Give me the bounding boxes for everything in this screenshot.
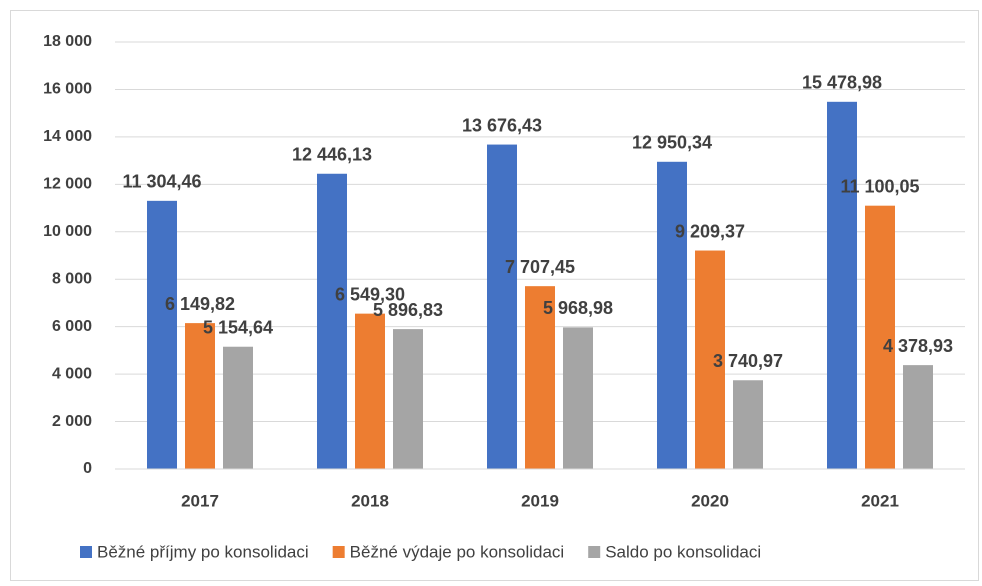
bar bbox=[147, 200, 177, 470]
y-tick-label: 10 000 bbox=[43, 223, 92, 240]
data-label: 11 100,05 bbox=[840, 176, 919, 196]
bar bbox=[733, 380, 763, 469]
bar bbox=[525, 286, 555, 469]
bar bbox=[393, 329, 423, 469]
y-tick-label: 12 000 bbox=[43, 176, 92, 193]
legend-swatch bbox=[332, 546, 345, 558]
bar bbox=[865, 205, 895, 470]
y-tick-label: 4 000 bbox=[52, 365, 92, 382]
bar bbox=[695, 250, 725, 469]
bar bbox=[185, 323, 215, 469]
y-tick-label: 16 000 bbox=[43, 81, 92, 98]
x-tick-label: 2018 bbox=[351, 491, 389, 510]
legend-swatch bbox=[80, 546, 92, 558]
data-label: 5 968,98 bbox=[543, 298, 613, 318]
y-tick-label: 6 000 bbox=[52, 318, 92, 335]
legend-label: Běžné příjmy po konsolidaci bbox=[97, 542, 309, 561]
bar bbox=[317, 173, 347, 470]
y-tick-label: 14 000 bbox=[43, 128, 92, 145]
data-label: 4 378,93 bbox=[883, 336, 953, 356]
data-label: 15 478,98 bbox=[802, 73, 882, 93]
bar bbox=[487, 144, 517, 469]
bar bbox=[223, 346, 253, 469]
x-tick-label: 2017 bbox=[181, 491, 219, 510]
data-label: 7 707,45 bbox=[505, 257, 575, 277]
data-label: 6 549,30 bbox=[335, 284, 405, 304]
data-label: 12 950,34 bbox=[632, 133, 712, 153]
data-label: 12 446,13 bbox=[292, 145, 372, 165]
bar bbox=[657, 161, 687, 469]
data-label: 6 149,82 bbox=[165, 294, 235, 314]
legend-label: Saldo po konsolidaci bbox=[605, 542, 761, 561]
x-tick-label: 2019 bbox=[521, 491, 559, 510]
data-label: 3 740,97 bbox=[713, 351, 783, 371]
data-label: 11 304,46 bbox=[122, 172, 201, 192]
data-label: 9 209,37 bbox=[675, 221, 745, 241]
y-tick-label: 8 000 bbox=[52, 270, 92, 287]
bar bbox=[903, 365, 933, 469]
legend-label: Běžné výdaje po konsolidaci bbox=[350, 542, 565, 561]
data-label: 5 154,64 bbox=[203, 317, 273, 337]
bar bbox=[563, 327, 593, 469]
x-tick-label: 2021 bbox=[861, 491, 899, 510]
data-label: 5 896,83 bbox=[373, 300, 443, 320]
y-tick-label: 2 000 bbox=[52, 413, 92, 430]
bar bbox=[355, 313, 385, 469]
x-tick-label: 2020 bbox=[691, 491, 729, 510]
y-tick-label: 0 bbox=[83, 460, 92, 477]
legend-swatch bbox=[588, 546, 601, 558]
data-label: 13 676,43 bbox=[462, 115, 542, 135]
bar bbox=[827, 101, 857, 469]
y-tick-label: 18 000 bbox=[43, 33, 92, 50]
